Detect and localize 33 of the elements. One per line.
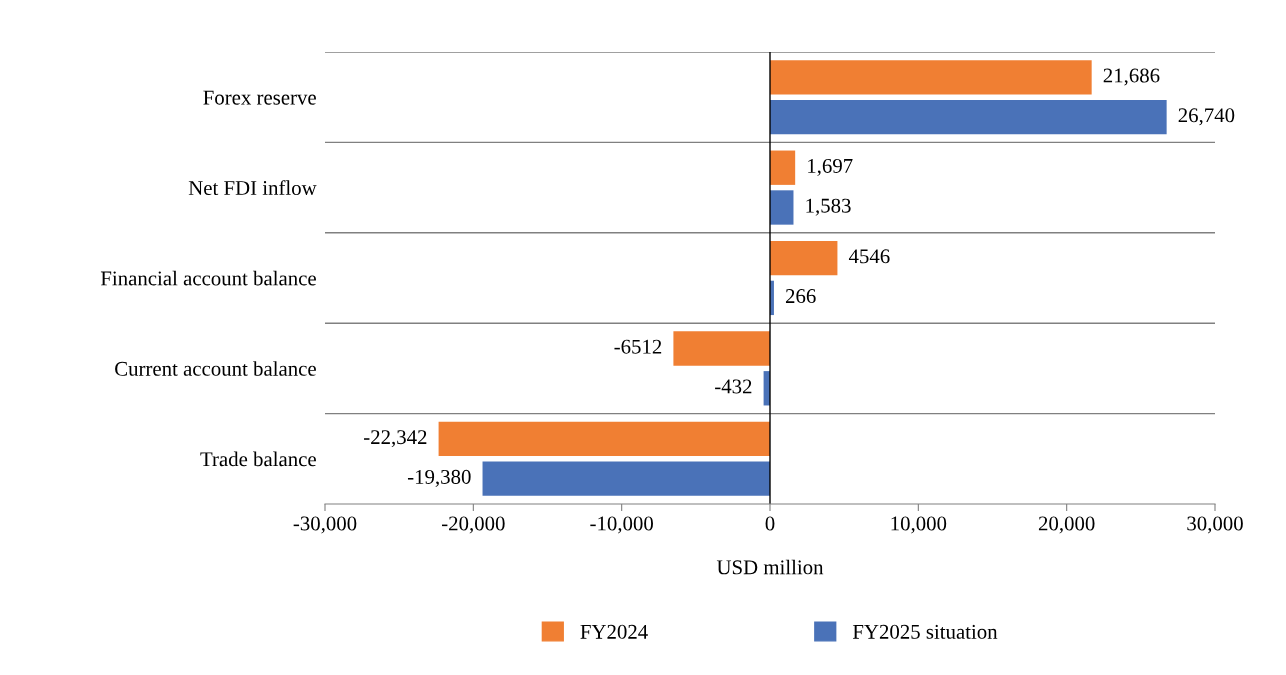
legend-label: FY2024: [580, 624, 648, 639]
data-label: -432: [715, 379, 752, 394]
legend-label: FY2025 situation: [852, 624, 998, 639]
data-label: -19,380: [407, 469, 471, 487]
data-label: 1,697: [808, 158, 853, 176]
bar: [770, 60, 1092, 95]
x-tick-label: 20,000: [1038, 516, 1095, 534]
x-axis-title: USD million: [716, 559, 824, 575]
bar: [770, 150, 796, 185]
data-label: 4546: [848, 249, 890, 264]
x-tick-label: -20,000: [441, 516, 505, 534]
y-tick-label: Financial account balance: [100, 270, 316, 286]
data-label: 26,740: [1178, 108, 1235, 126]
data-label: -22,342: [364, 430, 427, 448]
x-tick-label: 30,000: [1187, 516, 1243, 534]
data-label: -6512: [614, 339, 662, 354]
bar: [770, 240, 838, 276]
bar: [438, 421, 770, 457]
y-tick-label: Forex reserve: [203, 90, 316, 105]
y-tick-label: Trade balance: [200, 451, 316, 467]
bar: [673, 331, 770, 366]
x-tick-label: 0: [765, 516, 775, 531]
data-label: 1,583: [806, 198, 851, 216]
data-label: 266: [785, 289, 816, 304]
y-tick-label: Current account balance: [115, 361, 316, 376]
bar: [770, 99, 1167, 135]
x-tick-label: -30,000: [293, 516, 357, 534]
bar: [482, 461, 770, 496]
x-tick-label: -10,000: [590, 516, 653, 534]
data-label: 21,686: [1103, 68, 1160, 86]
y-tick-label: Net FDI inflow: [188, 180, 317, 196]
x-tick-label: 10,000: [891, 516, 947, 534]
bar: [770, 190, 794, 225]
